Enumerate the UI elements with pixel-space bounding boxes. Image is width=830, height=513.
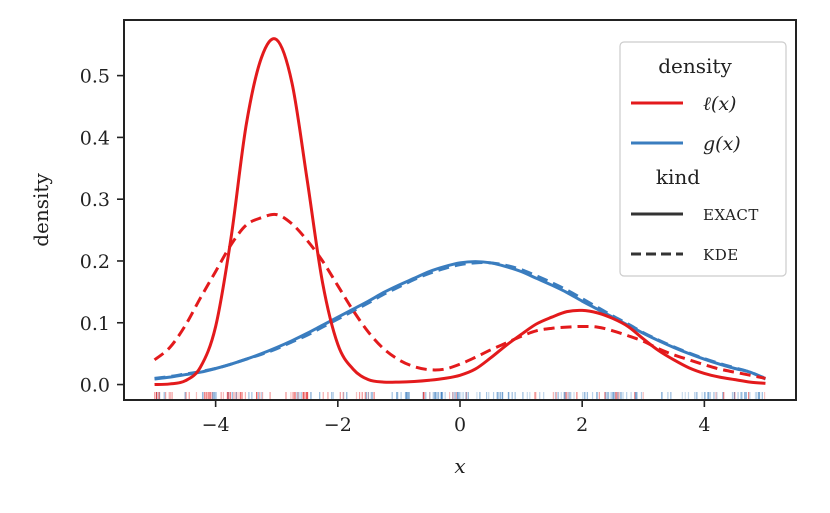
legend-label-g: g(x)	[703, 133, 741, 155]
series-line-l-kde	[153, 212, 766, 380]
legend-label-exact: EXACT	[703, 206, 759, 224]
y-tick-label: 0.1	[80, 313, 110, 335]
x-axis-ticks: −4 −2 0 2 4	[202, 400, 710, 436]
legend-label-l: ℓ(x)	[703, 93, 736, 115]
rug-plot	[154, 392, 766, 399]
y-axis-ticks: 0.0 0.1 0.2 0.3 0.4 0.5	[80, 66, 124, 397]
y-tick-label: 0.0	[80, 375, 110, 397]
x-tick-label: 4	[698, 414, 710, 436]
x-axis-label: x	[454, 454, 465, 478]
legend-box	[619, 41, 787, 277]
y-tick-label: 0.3	[80, 189, 110, 211]
x-tick-label: −4	[202, 414, 230, 436]
y-tick-label: 0.2	[80, 251, 110, 273]
legend-title-kind: kind	[656, 165, 700, 189]
legend-label-kde: KDE	[703, 246, 739, 264]
series-line-l-exact	[154, 37, 766, 387]
x-tick-label: −2	[324, 414, 352, 436]
legend: density ℓ(x) g(x) kind EXACT KDE	[619, 41, 787, 277]
x-tick-label: 0	[454, 414, 466, 436]
y-axis-label: density	[29, 173, 53, 247]
series-line-g-kde	[154, 261, 767, 380]
legend-title-density: density	[658, 54, 732, 78]
curves	[153, 37, 767, 387]
y-tick-label: 0.4	[80, 127, 110, 149]
y-tick-label: 0.5	[80, 66, 110, 88]
x-tick-label: 2	[576, 414, 588, 436]
